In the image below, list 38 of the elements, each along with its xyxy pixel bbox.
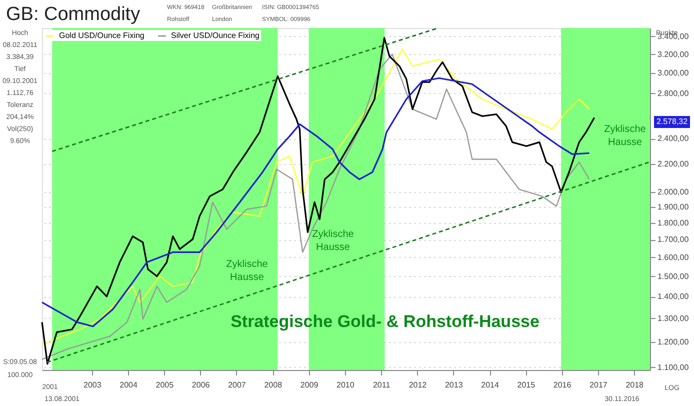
- annotation: Zyklische Hausse: [226, 259, 268, 283]
- x-tick-label: 2015: [517, 380, 536, 390]
- x-tick-label: 2010: [336, 380, 355, 390]
- y-tick-label: 1.600,00: [658, 252, 690, 262]
- y-tick-label: 3.000,00: [658, 68, 690, 78]
- y-tick-label: 1.100,00: [658, 362, 690, 372]
- x-tick-label: 2006: [192, 380, 210, 390]
- x-tick-label: 2017: [590, 380, 608, 390]
- y-tick-label: 2.800,00: [658, 88, 690, 98]
- annotation: Zyklische Hausse: [312, 229, 354, 253]
- y-tick-label: 1.500,00: [658, 272, 690, 281]
- x-tick-label: 2018: [626, 380, 644, 390]
- x-tick-label: 2011: [372, 380, 391, 390]
- y-tick-label: 1.800,00: [658, 218, 690, 228]
- x-tick-label: 2005: [156, 380, 174, 390]
- x-tick-label: 2014: [481, 380, 500, 390]
- y-tick-label: 2.400,00: [658, 134, 690, 144]
- x-tick-label: 2008: [264, 380, 283, 390]
- y-tick-label: 1.900,00: [658, 202, 690, 212]
- x-tick-label: 2004: [120, 380, 138, 390]
- y-tick-label: 2.200,00: [658, 160, 690, 169]
- x-tick-label: 2016: [553, 380, 572, 390]
- y-tick-label: 1.700,00: [658, 235, 690, 244]
- x-tick-label: 2013: [444, 380, 464, 390]
- legend-label: Silver USD/Ounce Fixing: [171, 31, 260, 40]
- y-tick-label: 1.400,00: [658, 292, 690, 302]
- x-tick-label: 2007: [228, 380, 246, 390]
- y-tick-label: 3.200,00: [658, 50, 690, 59]
- annotation: Zyklische Hausse: [604, 124, 646, 148]
- x-tick-label: 2003: [83, 380, 102, 390]
- legend-label: Gold USD/Ounce Fixing: [59, 31, 144, 40]
- chart-title: GB: Commodity: [6, 4, 141, 25]
- text: 2.578,32: [656, 117, 688, 126]
- y-tick-label: 1.300,00: [658, 314, 690, 323]
- y-tick-label: 2.000,00: [658, 188, 690, 197]
- y-tick-label: 1.200,00: [658, 337, 690, 346]
- x-tick-label: 2012: [408, 380, 428, 390]
- x-tick-label: 2009: [300, 380, 319, 390]
